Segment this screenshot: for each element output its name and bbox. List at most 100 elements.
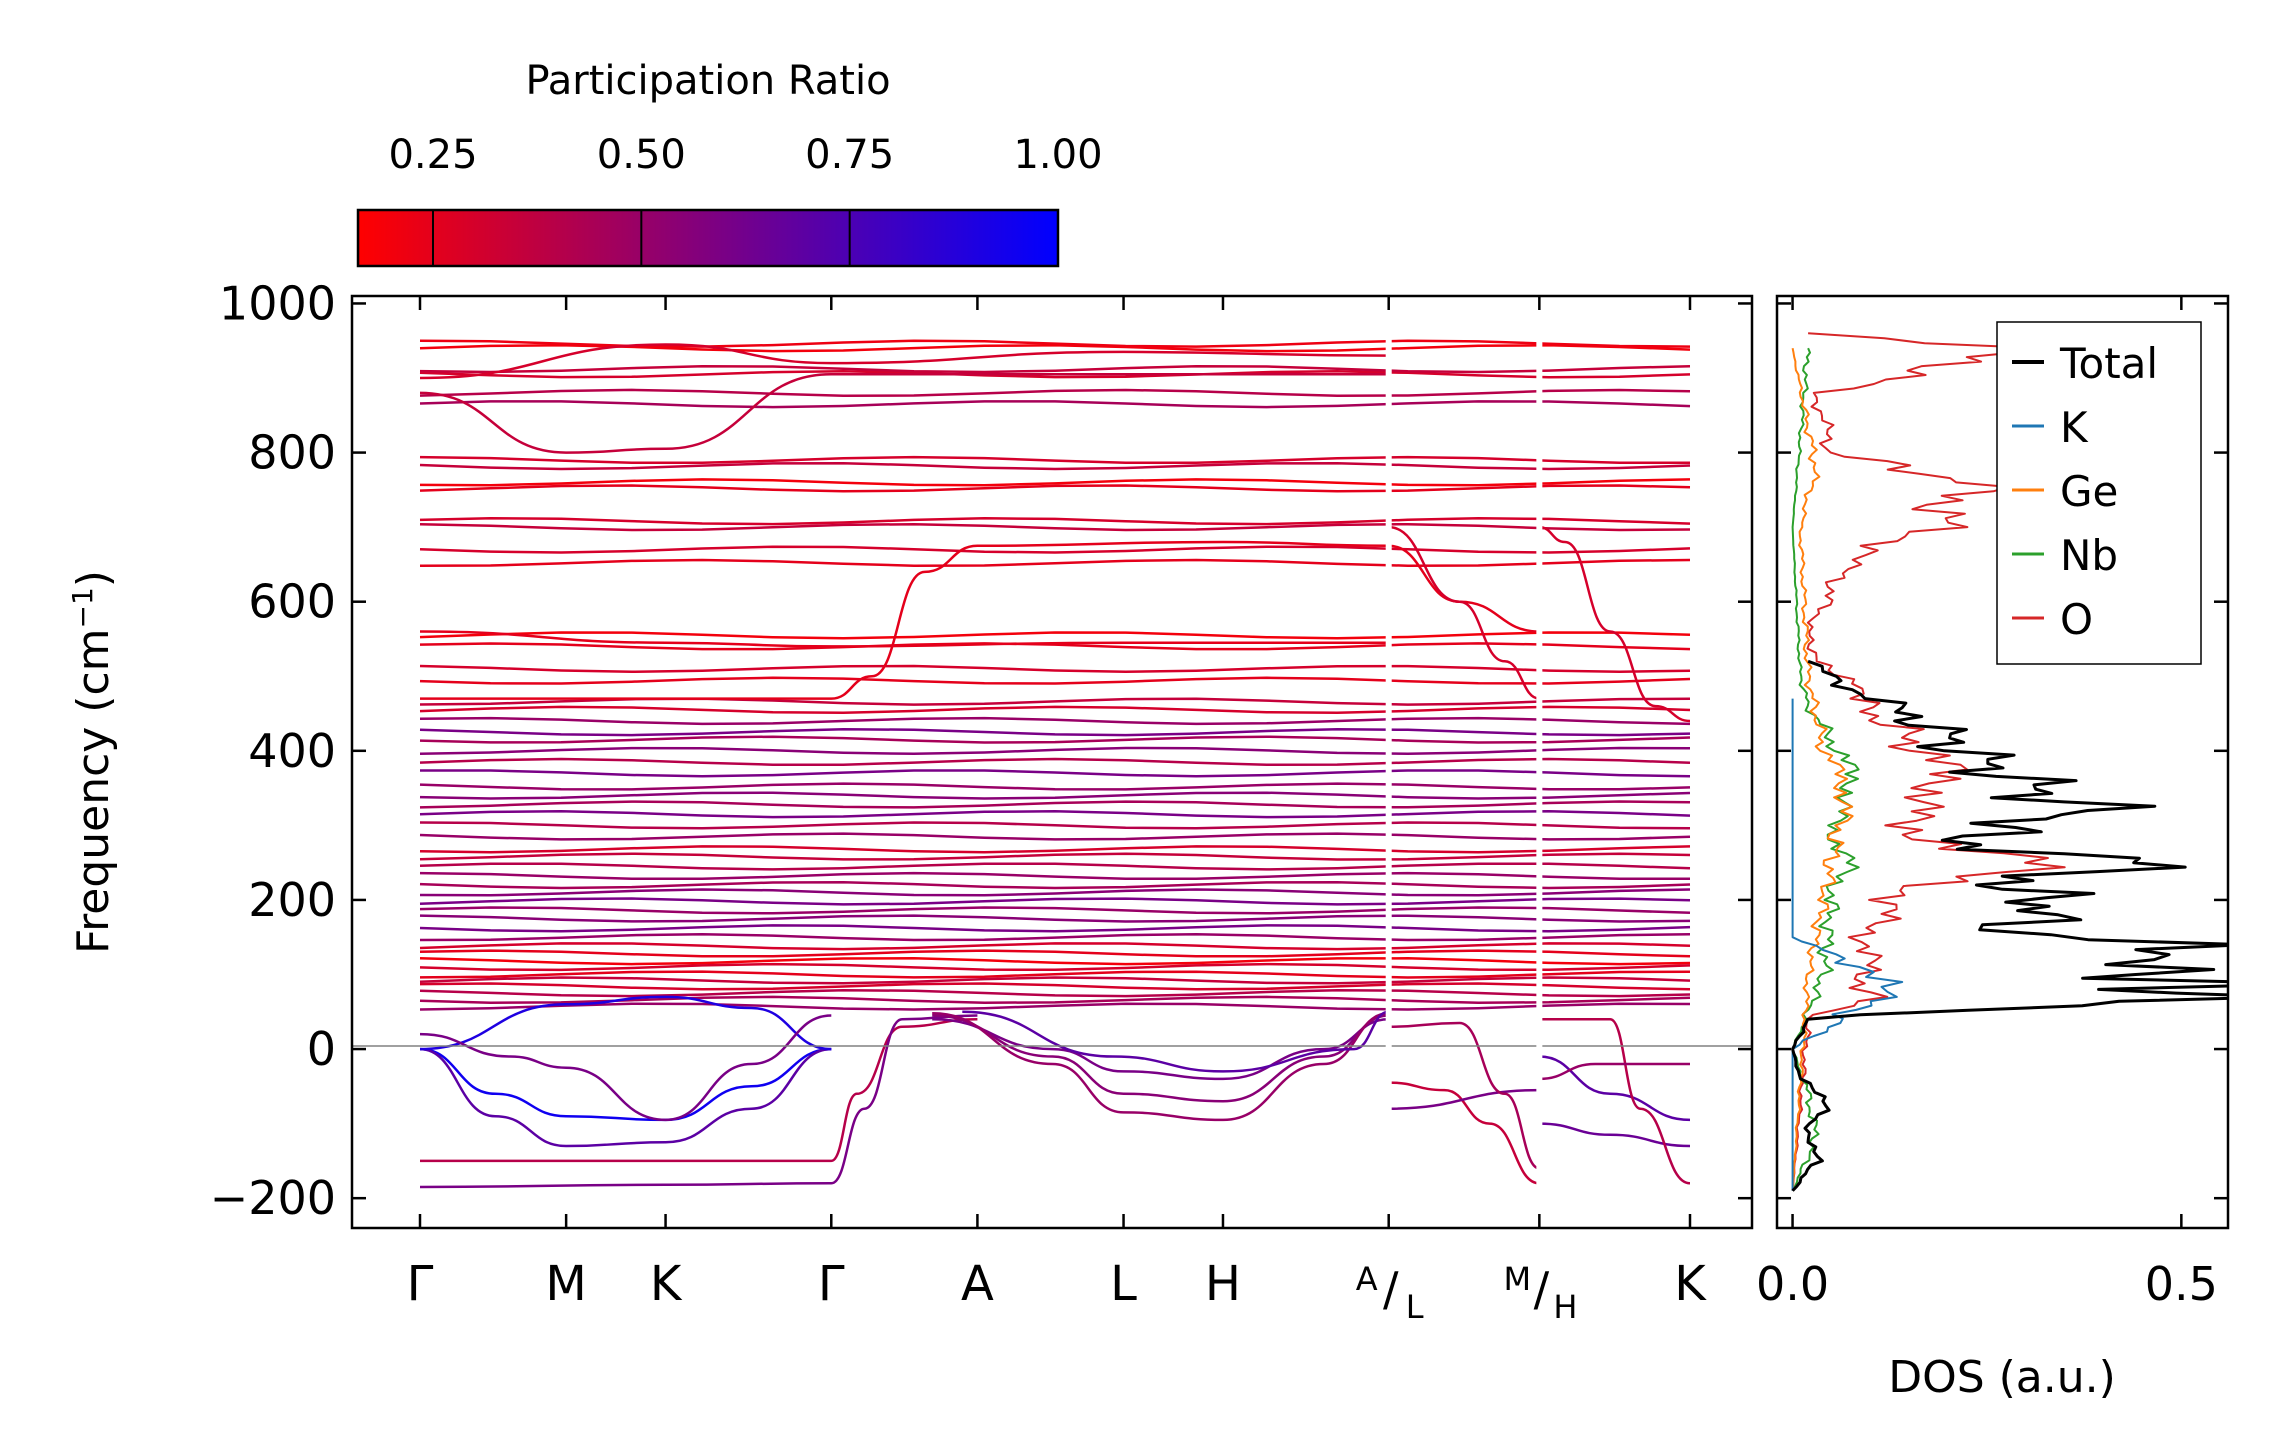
phonon-band [1539, 525, 1691, 723]
phonon-band [419, 373, 1389, 454]
high-symmetry-point-label: M [545, 1256, 586, 1312]
phonon-band [419, 924, 1691, 933]
phonon-band [419, 782, 1691, 791]
colorbar-tick-label: 0.50 [597, 132, 686, 178]
high-symmetry-point-label: L [1110, 1256, 1137, 1312]
colorbar-title: Participation Ratio [525, 58, 890, 104]
y-tick-label: 200 [248, 873, 336, 927]
legend-label: K [2060, 403, 2089, 452]
kpoint-sup: M [1504, 1260, 1532, 1298]
phonon-band [419, 995, 1691, 1004]
high-symmetry-point-label: K [1674, 1256, 1707, 1312]
phonon-band [932, 1017, 1389, 1081]
phonon-band [1388, 1088, 1540, 1110]
high-symmetry-point-label: Γ [818, 1256, 845, 1312]
phonon-band [419, 1002, 1691, 1011]
kpoint-slash: / [1534, 1262, 1550, 1316]
phonon-band [419, 989, 1691, 998]
phonon-band [419, 976, 1691, 985]
legend-label: Nb [2060, 531, 2118, 580]
phonon-band [1388, 1021, 1540, 1170]
y-tick-label: 400 [248, 724, 336, 778]
phonon-band [419, 388, 1691, 397]
y-tick-label: 600 [248, 575, 336, 629]
dos-panel: 0.0 0.5 DOS (a.u.) Total K Ge Nb O [1756, 294, 2230, 1403]
phonon-band [419, 558, 1691, 567]
colorbar-bar [356, 208, 1060, 268]
kpoint-slash: / [1383, 1262, 1399, 1316]
phonon-band [1539, 1122, 1691, 1148]
phonon-band [419, 962, 1691, 972]
legend-frame [1996, 321, 2202, 665]
phonon-band [1539, 1017, 1691, 1185]
kpoint-sub: L [1406, 1288, 1424, 1326]
high-symmetry-point-label: H [1205, 1256, 1241, 1312]
dos-legend: Total K Ge Nb O [1996, 321, 2202, 665]
colorbar-tick-label: 1.00 [1013, 132, 1102, 178]
phonon-band [1388, 525, 1540, 700]
dos-x-tick-label: 0.5 [2145, 1257, 2218, 1311]
dos-x-tick-label: 0.0 [1756, 1257, 1829, 1311]
phonon-band [419, 845, 1691, 854]
dos-series-total [1791, 659, 2228, 1192]
phonon-band [419, 852, 1691, 861]
high-symmetry-point-label: A / L [1356, 1260, 1424, 1326]
phonon-band [419, 1047, 832, 1148]
phonon-band [419, 461, 1691, 471]
phonon-band [420, 769, 1691, 778]
phonon-band [419, 1047, 832, 1122]
phonon-band [420, 1017, 978, 1163]
phonon-band [419, 949, 1691, 958]
dos-frame [1775, 294, 2230, 1230]
frequency-axis-label: Frequency (cm−1) [66, 570, 119, 954]
kpoint-sup: A [1356, 1260, 1378, 1298]
phonon-band [1539, 1062, 1690, 1081]
phonon-band [962, 1010, 1389, 1073]
phonon-band [932, 1012, 1389, 1122]
phonon-band [419, 484, 1691, 493]
phonon-band [419, 995, 832, 1051]
path-break [1385, 302, 1392, 1222]
phonon-band [419, 716, 1691, 726]
kpoint-sub: H [1553, 1288, 1577, 1326]
phonon-band [419, 914, 1691, 923]
phonon-band [1388, 1081, 1540, 1185]
phonon-band [419, 897, 1691, 906]
phonon-band [419, 880, 1691, 890]
phonon-band [419, 631, 1691, 640]
phonon-band [419, 942, 1691, 951]
phonon-band [419, 932, 1691, 942]
high-symmetry-point-label: M / H [1504, 1260, 1578, 1326]
phonon-band [419, 517, 1691, 526]
phonon-band [419, 364, 1691, 374]
phonon-band [419, 888, 1691, 897]
dos-series-o [1791, 332, 2066, 1191]
phonon-band [419, 478, 1691, 487]
dos-series-ge [1791, 347, 1854, 1191]
high-symmetry-point-label: Γ [407, 1256, 434, 1312]
phonon-band [419, 735, 1691, 744]
phonon-band [1539, 1055, 1691, 1122]
phonon-band [419, 906, 1691, 915]
phonon-band [419, 821, 1691, 830]
phonon-band [419, 871, 1691, 881]
phonon-band [419, 455, 1690, 465]
phonon-band [419, 1014, 978, 1189]
phonon-band [419, 800, 1691, 809]
phonon-band [419, 746, 1691, 756]
phonon-band [419, 970, 1691, 979]
high-symmetry-point-label: K [650, 1256, 683, 1312]
legend-label: O [2060, 595, 2093, 644]
legend-label: Ge [2060, 467, 2118, 516]
legend-label: Total [2059, 339, 2158, 388]
phonon-band [419, 757, 1691, 766]
phonon-band [419, 862, 1691, 871]
phonon-band [419, 957, 1691, 966]
phonon-band [419, 982, 1691, 991]
phonon-band [932, 1014, 1389, 1103]
colorbar-tick-label: 0.75 [805, 132, 894, 178]
phonon-band [419, 642, 1691, 651]
phonon-band [419, 343, 1389, 380]
